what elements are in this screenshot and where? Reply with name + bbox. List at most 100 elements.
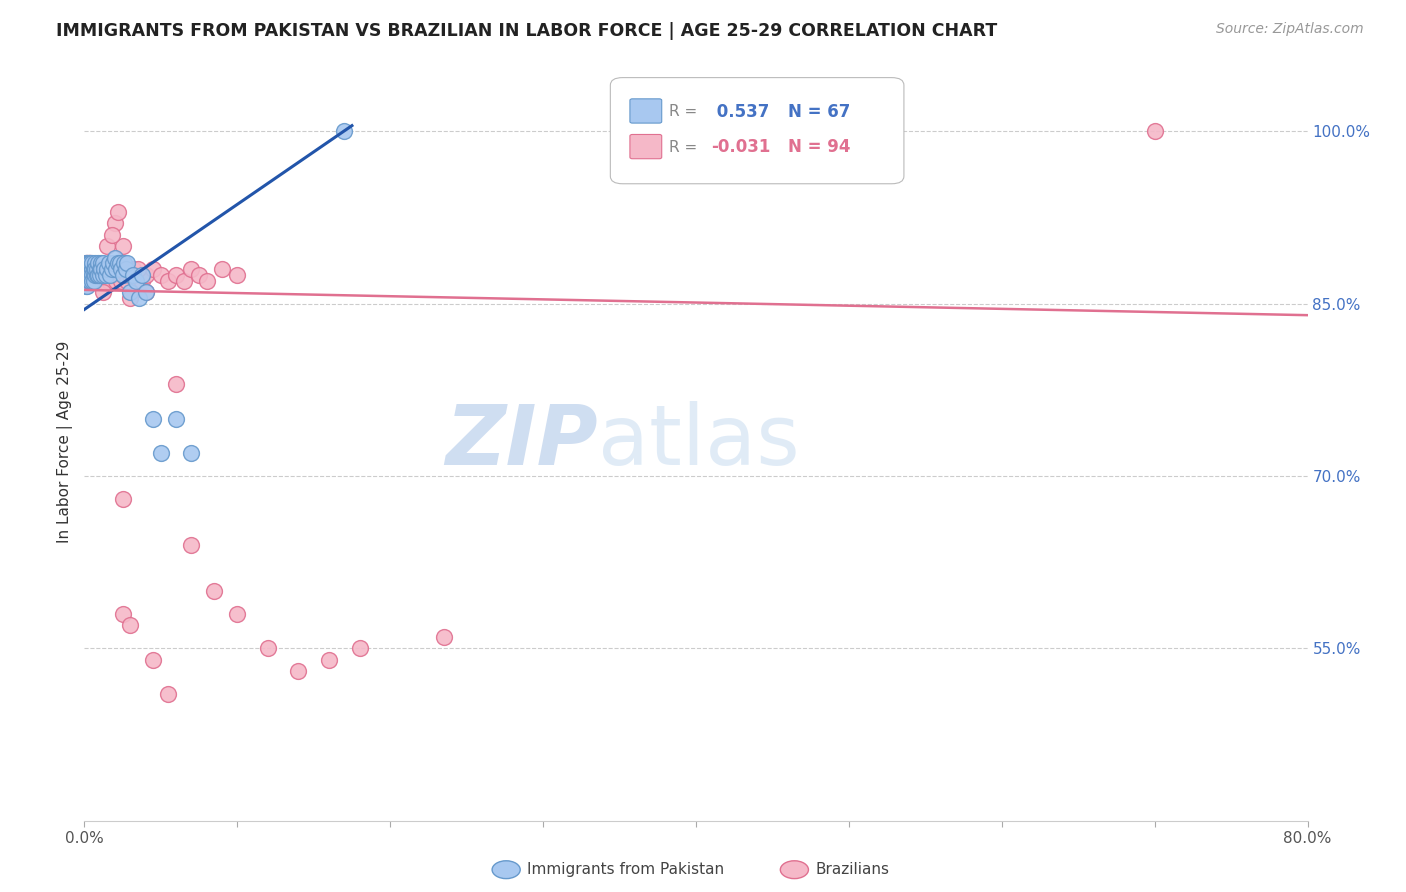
Text: 0.537: 0.537 <box>710 103 769 120</box>
Point <box>157 687 180 701</box>
Text: -0.031: -0.031 <box>710 138 770 156</box>
Point <box>142 653 165 667</box>
Point <box>87 274 110 288</box>
Point <box>103 256 125 270</box>
Point <box>94 268 117 282</box>
Point <box>89 268 111 282</box>
Point <box>75 262 97 277</box>
Point <box>91 285 114 300</box>
Point <box>226 268 249 282</box>
Point <box>76 268 98 282</box>
Point <box>111 491 134 506</box>
Point <box>79 274 101 288</box>
Point <box>108 268 131 282</box>
Text: N = 67: N = 67 <box>787 103 851 120</box>
Point <box>87 256 110 270</box>
Point <box>165 268 187 282</box>
Point <box>77 268 100 282</box>
Point <box>135 285 157 300</box>
Point <box>112 262 135 277</box>
Point <box>83 268 105 282</box>
Point <box>76 268 98 282</box>
Point <box>135 268 157 282</box>
Point <box>76 262 98 277</box>
Point <box>120 268 142 282</box>
Point <box>135 285 157 300</box>
Point <box>86 268 108 282</box>
Point <box>120 285 142 300</box>
Text: R =: R = <box>669 140 697 155</box>
Point <box>127 262 149 277</box>
Point <box>98 268 121 282</box>
FancyBboxPatch shape <box>630 99 662 123</box>
Point <box>122 262 145 277</box>
Text: N = 94: N = 94 <box>787 138 851 156</box>
Point <box>80 274 103 288</box>
Point <box>127 268 149 282</box>
Point <box>128 291 150 305</box>
Point <box>107 262 129 277</box>
Point <box>112 256 135 270</box>
Point <box>84 274 107 288</box>
Point <box>94 268 117 282</box>
Point <box>115 256 138 270</box>
Point <box>114 268 136 282</box>
Point <box>195 274 218 288</box>
Point <box>165 377 187 392</box>
Point <box>142 262 165 277</box>
Text: ZIP: ZIP <box>446 401 598 482</box>
Point <box>96 262 118 277</box>
Y-axis label: In Labor Force | Age 25-29: In Labor Force | Age 25-29 <box>58 341 73 542</box>
Point <box>91 268 114 282</box>
Point <box>91 262 114 277</box>
Point <box>83 268 105 282</box>
Point <box>1143 124 1166 138</box>
Point <box>77 268 100 282</box>
Point <box>97 274 120 288</box>
Point <box>83 274 105 288</box>
Point <box>80 268 103 282</box>
Point <box>87 268 110 282</box>
Point <box>111 239 134 253</box>
Point <box>77 262 100 277</box>
Point <box>79 262 101 277</box>
Point <box>77 274 100 288</box>
Point <box>104 216 127 230</box>
Point <box>80 262 103 277</box>
Point <box>349 641 371 656</box>
Point <box>101 262 124 277</box>
Point <box>77 274 100 288</box>
Point <box>91 268 114 282</box>
Point <box>157 274 180 288</box>
Point <box>111 268 134 282</box>
Point <box>79 268 101 282</box>
Point <box>90 256 112 270</box>
Point <box>97 256 120 270</box>
Point <box>75 256 97 270</box>
Point <box>79 274 101 288</box>
Point <box>104 251 127 265</box>
Point <box>287 665 309 679</box>
Point <box>107 204 129 219</box>
Point <box>115 274 138 288</box>
Point <box>76 256 98 270</box>
Point <box>104 268 127 282</box>
Point <box>101 227 124 242</box>
Point <box>318 653 340 667</box>
Point <box>107 256 129 270</box>
Point <box>76 274 98 288</box>
Point <box>75 274 97 288</box>
Point <box>180 538 202 552</box>
Point <box>333 124 356 138</box>
Point <box>77 262 100 277</box>
Point <box>89 262 111 277</box>
Point <box>86 268 108 282</box>
Point <box>77 268 100 282</box>
Point <box>79 262 101 277</box>
Point <box>188 268 211 282</box>
Point <box>80 262 103 277</box>
Text: Source: ZipAtlas.com: Source: ZipAtlas.com <box>1216 22 1364 37</box>
Point <box>75 262 97 277</box>
Text: Brazilians: Brazilians <box>815 863 890 877</box>
Point <box>131 268 153 282</box>
